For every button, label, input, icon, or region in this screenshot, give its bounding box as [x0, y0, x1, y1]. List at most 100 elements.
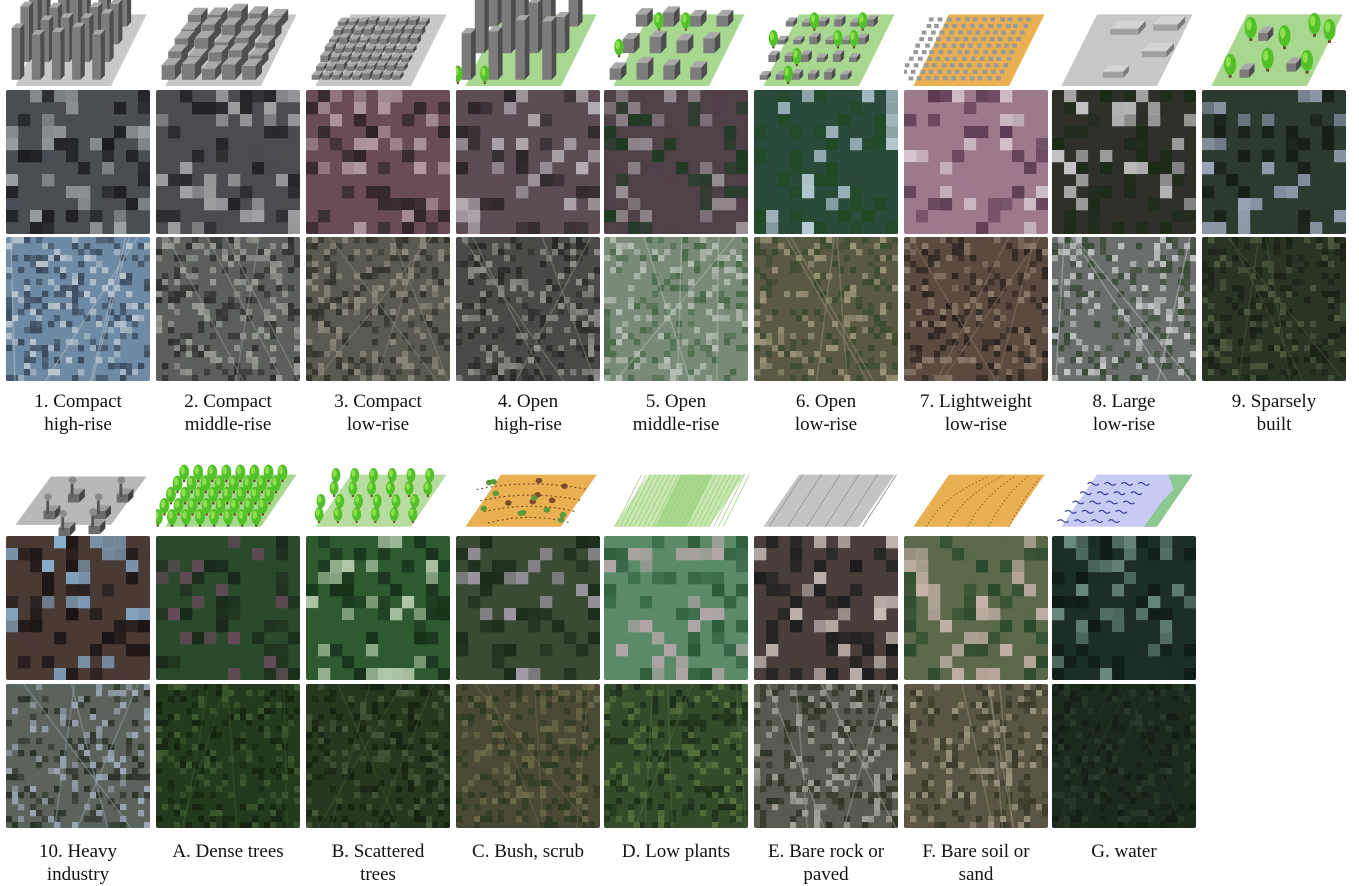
sentinel-image-tile — [156, 90, 300, 234]
class-label-line2: low-rise — [944, 414, 1008, 435]
sentinel-image-tile — [156, 536, 300, 680]
sentinel-image-tile — [754, 90, 898, 234]
open-middle-rise-icon — [609, 6, 745, 86]
sentinel-image-tile — [904, 90, 1048, 234]
class-label-line1: 10. Heavy — [38, 841, 118, 862]
class-label-line1: C. Bush, scrub — [472, 841, 584, 862]
class-label-line2: paved — [803, 864, 849, 885]
aerial-image-tile — [306, 684, 450, 828]
aerial-image-tile — [754, 237, 898, 381]
sentinel-image-tile — [1052, 536, 1196, 680]
class-label: B. Scattered trees — [300, 840, 456, 886]
class-label: F. Bare soil or sand — [898, 840, 1054, 886]
class-label-line2: built — [1256, 414, 1292, 435]
aerial-image-tile — [156, 237, 300, 381]
large-low-rise-icon — [1061, 14, 1193, 86]
class-label: A. Dense trees — [150, 840, 306, 863]
class-label-line2: sand — [958, 864, 994, 885]
lcz-class-lcz-b: B. Scattered trees — [306, 456, 456, 886]
lcz-class-lcz-3: 3. Compact low-rise — [306, 0, 456, 435]
sentinel-image-tile — [1052, 90, 1196, 234]
class-label: 5. Open middle-rise — [598, 390, 754, 436]
class-label-line1: 4. Open — [497, 391, 559, 412]
class-label-line2: middle-rise — [184, 414, 272, 435]
class-label: 3. Compact low-rise — [300, 390, 456, 436]
class-label-line2: low-rise — [1092, 414, 1156, 435]
lcz-class-lcz-6: 6. Open low-rise — [754, 0, 904, 435]
lcz-class-lcz-f: F. Bare soil or sand — [904, 456, 1054, 886]
water-icon — [1057, 474, 1193, 527]
sentinel-image-tile — [1202, 90, 1346, 234]
scattered-trees-icon — [314, 468, 447, 527]
class-label: 10. Heavy industry — [0, 840, 156, 886]
open-low-rise-icon — [759, 12, 895, 86]
aerial-image-tile — [156, 684, 300, 828]
aerial-image-tile — [604, 237, 748, 381]
class-label-line1: 5. Open — [645, 391, 707, 412]
high-rise-buildings-icon — [11, 0, 147, 86]
aerial-image-tile — [1052, 684, 1196, 828]
bush-scrub-icon — [465, 474, 597, 527]
sentinel-image-tile — [6, 90, 150, 234]
aerial-image-tile — [754, 684, 898, 828]
class-label-line2: industry — [46, 864, 110, 885]
class-label-line2: high-rise — [44, 414, 112, 435]
lcz-class-lcz-d: D. Low plants — [604, 456, 754, 886]
sentinel-image-tile — [604, 90, 748, 234]
class-label-line2: middle-rise — [632, 414, 720, 435]
class-label: C. Bush, scrub — [450, 840, 606, 863]
bare-rock-paved-icon — [763, 474, 897, 527]
class-label-line1: 1. Compact — [34, 391, 122, 412]
class-label-line2: low-rise — [794, 414, 858, 435]
class-label-line1: D. Low plants — [621, 841, 731, 862]
aerial-image-tile — [1202, 237, 1346, 381]
lcz-class-lcz-10: 10. Heavy industry — [6, 456, 156, 886]
class-label-line2: trees — [360, 864, 396, 885]
sentinel-image-tile — [306, 536, 450, 680]
dense-trees-icon — [156, 464, 297, 527]
class-label-line1: B. Scattered — [331, 841, 425, 862]
sentinel-image-tile — [754, 536, 898, 680]
bare-soil-sand-icon — [913, 474, 1045, 527]
class-label: D. Low plants — [598, 840, 754, 863]
sentinel-image-tile — [6, 536, 150, 680]
class-label: 8. Large low-rise — [1046, 390, 1202, 436]
class-label-line1: 7. Lightweight — [920, 391, 1032, 412]
aerial-image-tile — [904, 684, 1048, 828]
class-label: 9. Sparsely built — [1196, 390, 1352, 436]
lcz-class-lcz-5: 5. Open middle-rise — [604, 0, 754, 435]
heavy-industry-icon — [15, 476, 147, 536]
sentinel-image-tile — [604, 536, 748, 680]
aerial-image-tile — [456, 684, 600, 828]
lcz-class-lcz-g: G. water — [1052, 456, 1202, 886]
low-rise-buildings-icon — [311, 14, 447, 86]
class-label-line1: 3. Compact — [334, 391, 422, 412]
lcz-class-lcz-2: 2. Compact middle-rise — [156, 0, 306, 435]
lcz-class-lcz-1: 1. Compact high-rise — [6, 0, 156, 435]
class-label: E. Bare rock or paved — [748, 840, 904, 886]
aerial-image-tile — [6, 684, 150, 828]
aerial-image-tile — [1052, 237, 1196, 381]
class-label: 2. Compact middle-rise — [150, 390, 306, 436]
class-label: 4. Open high-rise — [450, 390, 606, 436]
lcz-class-lcz-e: E. Bare rock or paved — [754, 456, 904, 886]
class-label: 1. Compact high-rise — [0, 390, 156, 436]
class-label-line1: E. Bare rock or — [767, 841, 885, 862]
class-label-line1: G. water — [1091, 841, 1157, 862]
sentinel-image-tile — [904, 536, 1048, 680]
low-plants-icon — [613, 474, 750, 527]
aerial-image-tile — [6, 237, 150, 381]
aerial-image-tile — [904, 237, 1048, 381]
lcz-class-lcz-8: 8. Large low-rise — [1052, 0, 1202, 435]
lcz-class-lcz-4: 4. Open high-rise — [456, 0, 606, 435]
open-high-rise-icon — [456, 0, 597, 86]
lcz-class-lcz-a: A. Dense trees — [156, 456, 306, 886]
class-label-line1: A. Dense trees — [172, 841, 284, 862]
class-label-line1: F. Bare soil or — [922, 841, 1030, 862]
sentinel-image-tile — [456, 536, 600, 680]
lcz-class-lcz-7: 7. Lightweight low-rise — [904, 0, 1054, 435]
sentinel-image-tile — [456, 90, 600, 234]
class-label-line2: low-rise — [346, 414, 410, 435]
class-label-line1: 8. Large — [1092, 391, 1156, 412]
aerial-image-tile — [604, 684, 748, 828]
